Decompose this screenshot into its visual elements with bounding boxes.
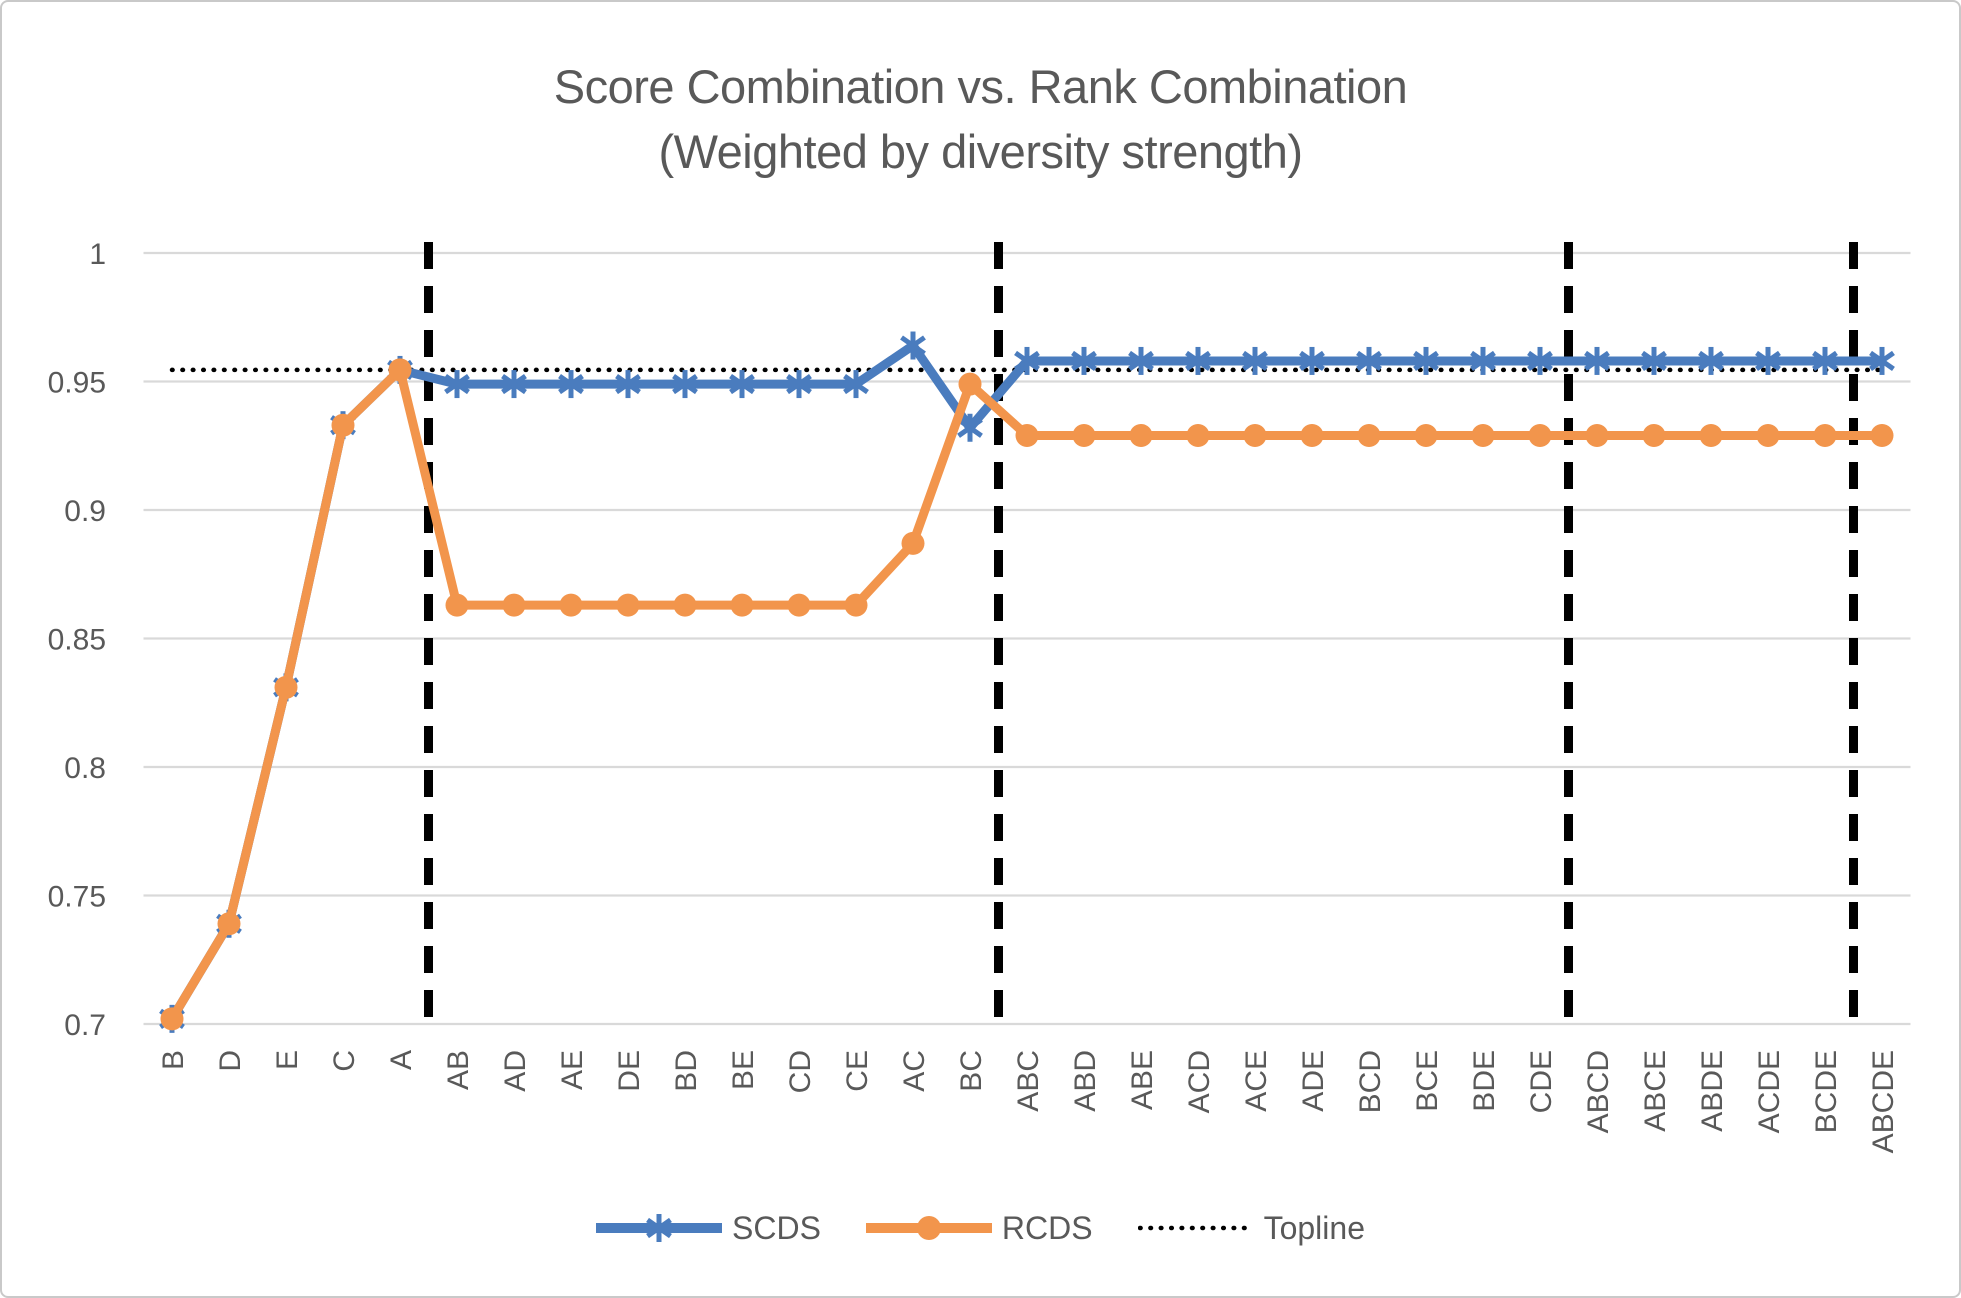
svg-text:B: B	[157, 1050, 190, 1070]
svg-text:ADE: ADE	[1297, 1050, 1330, 1112]
svg-text:0.7: 0.7	[64, 1009, 106, 1042]
svg-text:0.85: 0.85	[48, 624, 106, 657]
scds-line-asterisk-icon	[596, 1214, 722, 1242]
svg-text:A: A	[385, 1050, 418, 1070]
svg-text:BC: BC	[955, 1050, 988, 1092]
svg-text:1: 1	[89, 238, 106, 271]
legend-label-rcds: RCDS	[1001, 1209, 1093, 1246]
svg-text:BD: BD	[670, 1050, 703, 1092]
svg-text:ABD: ABD	[1069, 1050, 1102, 1112]
rcds-line-circle-icon	[865, 1216, 992, 1240]
svg-text:E: E	[271, 1050, 304, 1070]
svg-text:ACDE: ACDE	[1753, 1050, 1786, 1133]
x-axis-labels: B D E C A AB AD AE DE BD BE CD CE AC BC ABC ABD ABE ACD ACE…	[157, 1050, 1900, 1153]
chart-title: Score Combination vs. Rank Combination	[553, 60, 1408, 113]
svg-text:ABCDE: ABCDE	[1867, 1050, 1900, 1153]
svg-text:D: D	[214, 1050, 247, 1072]
svg-text:0.75: 0.75	[48, 881, 106, 914]
legend-item-scds: SCDS	[596, 1206, 821, 1250]
topline-dotted-line-icon	[1137, 1225, 1254, 1231]
svg-text:BCE: BCE	[1411, 1050, 1444, 1112]
svg-text:ABCD: ABCD	[1582, 1050, 1615, 1133]
svg-text:BE: BE	[727, 1050, 760, 1090]
svg-text:ACE: ACE	[1240, 1050, 1273, 1112]
y-gridlines	[143, 251, 1911, 1026]
svg-text:BDE: BDE	[1468, 1050, 1501, 1112]
svg-text:0.8: 0.8	[64, 752, 106, 785]
rcds-markers	[160, 358, 1894, 1031]
legend-label-scds: SCDS	[732, 1209, 821, 1246]
svg-text:BCDE: BCDE	[1810, 1050, 1843, 1133]
chart-title-block: Score Combination vs. Rank Combination (…	[2, 54, 1959, 184]
svg-text:AD: AD	[499, 1050, 532, 1092]
svg-text:ABE: ABE	[1126, 1050, 1159, 1110]
svg-text:CE: CE	[841, 1050, 874, 1092]
legend-item-topline: Topline	[1137, 1206, 1365, 1250]
svg-text:DE: DE	[613, 1050, 646, 1092]
svg-text:0.95: 0.95	[48, 367, 106, 400]
legend-label-topline: Topline	[1263, 1209, 1365, 1246]
legend: SCDS RCDS Topline	[2, 1206, 1959, 1250]
svg-text:BCD: BCD	[1354, 1050, 1387, 1113]
svg-text:ACD: ACD	[1183, 1050, 1216, 1113]
svg-text:ABCE: ABCE	[1639, 1050, 1672, 1132]
legend-item-rcds: RCDS	[865, 1206, 1093, 1250]
y-axis-labels: 1 0.95 0.9 0.85 0.8 0.75 0.7	[48, 238, 106, 1042]
svg-text:ABDE: ABDE	[1696, 1050, 1729, 1132]
svg-text:C: C	[328, 1050, 361, 1072]
svg-text:AB: AB	[442, 1050, 475, 1090]
svg-text:0.9: 0.9	[64, 495, 106, 528]
svg-text:ABC: ABC	[1012, 1050, 1045, 1112]
rcds-series	[160, 358, 1894, 1031]
svg-text:AC: AC	[898, 1050, 931, 1092]
chart-subtitle: (Weighted by diversity strength)	[658, 125, 1303, 178]
svg-text:CD: CD	[784, 1050, 817, 1093]
svg-text:AE: AE	[556, 1050, 589, 1090]
svg-text:CDE: CDE	[1525, 1050, 1558, 1113]
